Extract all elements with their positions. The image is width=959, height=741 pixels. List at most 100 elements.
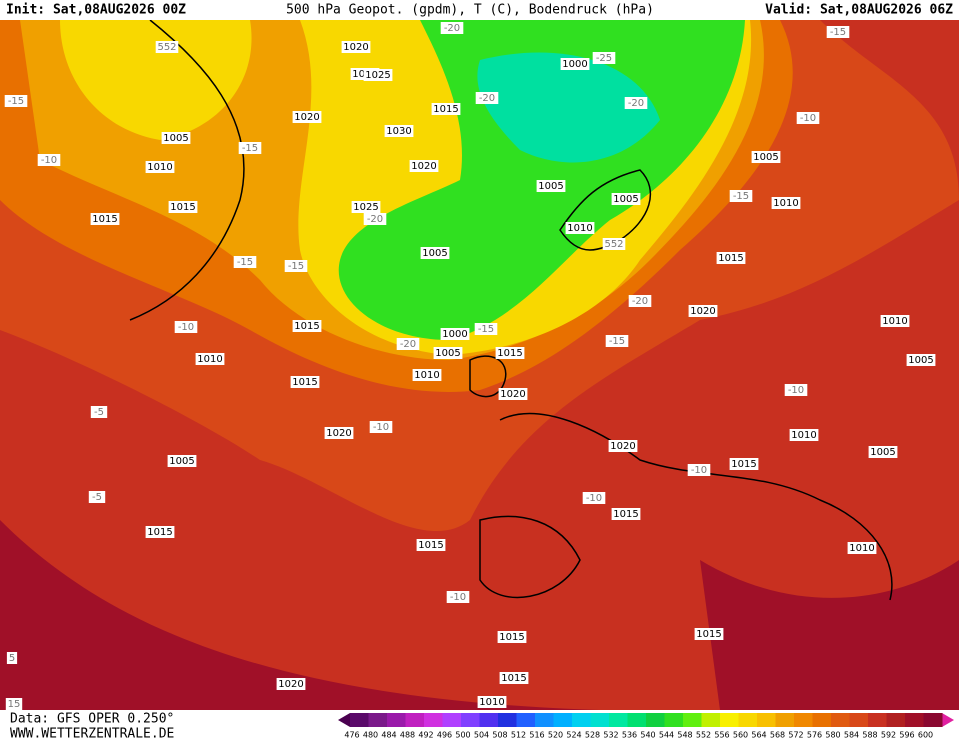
isobar-label: 1015 (718, 253, 743, 264)
label-box (592, 52, 616, 64)
isobar-label: 1020 (343, 42, 368, 53)
colorbar-label: 528 (585, 731, 600, 740)
label-box (90, 213, 120, 225)
label-box (341, 41, 371, 53)
isotherm-label: -15 (609, 336, 625, 347)
colorbar-swatch (498, 713, 517, 727)
colorbar-swatch (350, 713, 369, 727)
isotherm-label: -10 (178, 322, 194, 333)
isotherm-label: -25 (596, 53, 612, 64)
isobar-label: 1020 (278, 679, 303, 690)
colorbar-label: 484 (381, 731, 396, 740)
isobar-label: 1005 (169, 456, 194, 467)
isotherm-label: -15 (733, 191, 749, 202)
init-time: Init: Sat,08AUG2026 00Z (6, 3, 186, 18)
colorbar-swatch (794, 713, 813, 727)
colorbar: 476 480 484 488 492 496 500 504 508 512 516 520 524 5… (338, 713, 954, 740)
label-box (611, 193, 641, 205)
label-box (826, 26, 850, 38)
colorbar-label: 540 (640, 731, 655, 740)
isobar-label: 1005 (870, 447, 895, 458)
label-box (474, 323, 498, 335)
label-box (582, 492, 606, 504)
isotherm-label: -20 (367, 214, 383, 225)
label-box (477, 696, 507, 708)
label-box (847, 542, 877, 554)
label-box (624, 97, 648, 109)
label-box (363, 213, 387, 225)
label-box (789, 429, 819, 441)
colorbar-swatch (609, 713, 628, 727)
map-title: 500 hPa Geopot. (gpdm), T (C), Bodendruc… (286, 3, 654, 18)
colorbar-swatch (831, 713, 850, 727)
colorbar-swatch (664, 713, 684, 727)
isobar-label: 1005 (538, 181, 563, 192)
isotherm-label: -5 (94, 407, 104, 418)
label-box (363, 69, 393, 81)
isotherm-label: -10 (450, 592, 466, 603)
label-box (276, 678, 306, 690)
colorbar-swatch (516, 713, 536, 727)
isobar-label: 1010 (773, 198, 798, 209)
label-box (628, 295, 652, 307)
isobar-label: 1015 (147, 527, 172, 538)
label-box (351, 201, 381, 213)
colorbar-swatch (590, 713, 610, 727)
colorbar-swatch (405, 713, 425, 727)
label-box (37, 154, 61, 166)
isobar-label: 1015 (731, 459, 756, 470)
isobar-label: 1010 (197, 354, 222, 365)
isobar-label: 1015 (170, 202, 195, 213)
label-box (290, 376, 320, 388)
isotherm-label: -15 (242, 143, 258, 154)
isobar-label: 1005 (435, 348, 460, 359)
isotherm-label: 5 (9, 653, 15, 664)
colorbar-label: 564 (751, 731, 766, 740)
label-box (611, 508, 641, 520)
isotherm-label: 15 (8, 699, 21, 710)
label-box (729, 190, 753, 202)
colorbar-swatch (387, 713, 406, 727)
label-box (784, 384, 808, 396)
label-box (420, 247, 450, 259)
colorbar-label: 520 (548, 731, 563, 740)
label-box (324, 427, 354, 439)
colorbar-swatch (646, 713, 665, 727)
colorbar-label: 572 (788, 731, 803, 740)
label-box (536, 180, 566, 192)
label-box (145, 526, 175, 538)
colorbar-label: 600 (918, 731, 933, 740)
label-box (168, 201, 198, 213)
colorbar-swatch (720, 713, 739, 727)
colorbar-label: 532 (603, 731, 618, 740)
label-box (751, 151, 781, 163)
isotherm-label: -20 (400, 339, 416, 350)
label-box (433, 347, 463, 359)
label-box (90, 406, 108, 418)
colorbar-label: 592 (881, 731, 896, 740)
isobar-label: 1005 (163, 133, 188, 144)
isobar-label: 1000 (442, 329, 467, 340)
label-box (440, 22, 464, 34)
label-box (560, 58, 590, 70)
label-box (688, 305, 718, 317)
isotherm-label: -15 (830, 27, 846, 38)
label-box (195, 353, 225, 365)
isobar-label: 1005 (613, 194, 638, 205)
isobar-label: 1010 (147, 162, 172, 173)
colorbar-label: 492 (418, 731, 433, 740)
label-box (6, 652, 18, 664)
data-source: Data: GFS OPER 0.250° (10, 712, 174, 727)
colorbar-swatch (701, 713, 721, 727)
label-box (716, 252, 746, 264)
isotherm-label: -20 (444, 23, 460, 34)
label-box (796, 112, 820, 124)
label-box (475, 92, 499, 104)
label-box (694, 628, 724, 640)
label-box (155, 41, 179, 53)
isotherm-label: 552 (157, 42, 176, 53)
isobar-label: 1015 (613, 509, 638, 520)
isobar-label: 1010 (791, 430, 816, 441)
colorbar-label: 516 (529, 731, 544, 740)
isotherm-label: -15 (8, 96, 24, 107)
